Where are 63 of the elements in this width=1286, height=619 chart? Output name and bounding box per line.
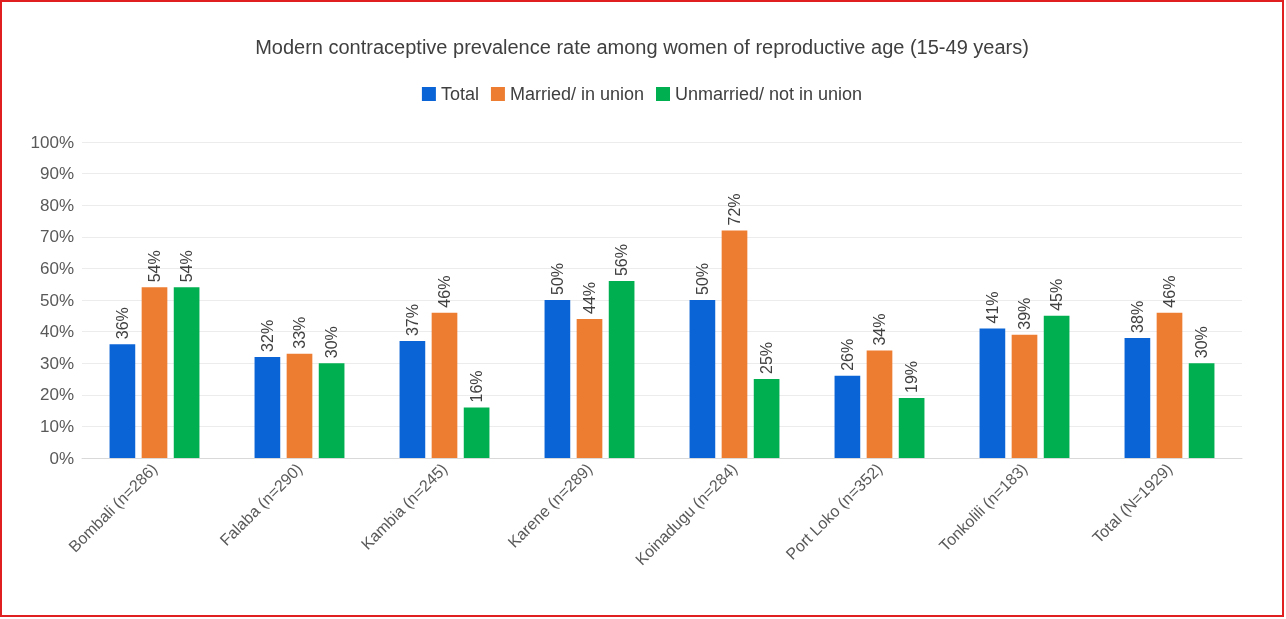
legend-label: Unmarried/ not in union	[674, 84, 863, 104]
data-label: 32%	[258, 319, 276, 352]
data-label: 16%	[468, 370, 486, 403]
data-label: 34%	[871, 313, 888, 346]
data-label: 33%	[291, 316, 308, 349]
data-label: 36%	[113, 307, 131, 340]
y-tick-label: 0%	[49, 448, 74, 468]
data-label: 72%	[726, 193, 743, 226]
y-tick-label: 20%	[39, 385, 74, 405]
data-label: 46%	[1161, 275, 1178, 308]
data-label: 37%	[403, 304, 421, 337]
bar	[254, 356, 281, 458]
bar	[544, 300, 571, 458]
data-label: 30%	[1193, 326, 1211, 359]
y-tick-label: 40%	[39, 322, 74, 342]
bar	[721, 230, 748, 458]
y-tick-label: 50%	[39, 290, 74, 310]
data-label: 38%	[1128, 300, 1146, 333]
bar	[576, 318, 603, 458]
y-tick-label: 80%	[39, 195, 74, 215]
y-tick-label: 10%	[39, 416, 74, 436]
bar	[1188, 363, 1215, 458]
bar	[1011, 334, 1038, 458]
legend-label: Total	[440, 84, 479, 104]
bar	[1124, 337, 1151, 458]
bar	[141, 287, 168, 458]
bar	[608, 281, 635, 458]
bar	[898, 397, 925, 458]
bar	[318, 363, 345, 458]
bar	[1043, 315, 1070, 458]
bar	[834, 375, 861, 458]
data-label: 56%	[613, 244, 631, 277]
bar	[866, 350, 893, 458]
data-label: 41%	[983, 291, 1001, 324]
data-label: 54%	[178, 250, 196, 283]
bar	[399, 341, 426, 458]
bar	[463, 407, 490, 458]
bar	[173, 287, 200, 458]
bar	[286, 353, 313, 458]
bar	[431, 312, 458, 458]
bar	[753, 379, 780, 458]
bar	[1156, 312, 1183, 458]
bar	[109, 344, 136, 458]
bar	[979, 328, 1006, 458]
data-label: 25%	[758, 341, 776, 374]
data-label: 19%	[903, 360, 921, 393]
data-label: 46%	[436, 275, 453, 308]
data-label: 30%	[323, 326, 341, 359]
chart-title: Modern contraceptive prevalence rate among women of reproductive age (15-49 years)	[255, 36, 1029, 58]
data-label: 54%	[146, 250, 163, 283]
data-label: 44%	[581, 281, 598, 314]
data-label: 39%	[1016, 297, 1033, 330]
bar	[689, 300, 716, 458]
y-tick-label: 60%	[39, 258, 74, 278]
data-label: 26%	[838, 338, 856, 371]
y-tick-label: 90%	[39, 164, 74, 184]
legend-label: Married/ in union	[509, 84, 644, 104]
data-label: 45%	[1048, 278, 1066, 311]
y-tick-label: 100%	[30, 132, 74, 152]
data-label: 50%	[693, 262, 711, 295]
y-tick-label: 30%	[39, 353, 74, 373]
y-tick-label: 70%	[39, 227, 74, 247]
data-label: 50%	[548, 262, 566, 295]
